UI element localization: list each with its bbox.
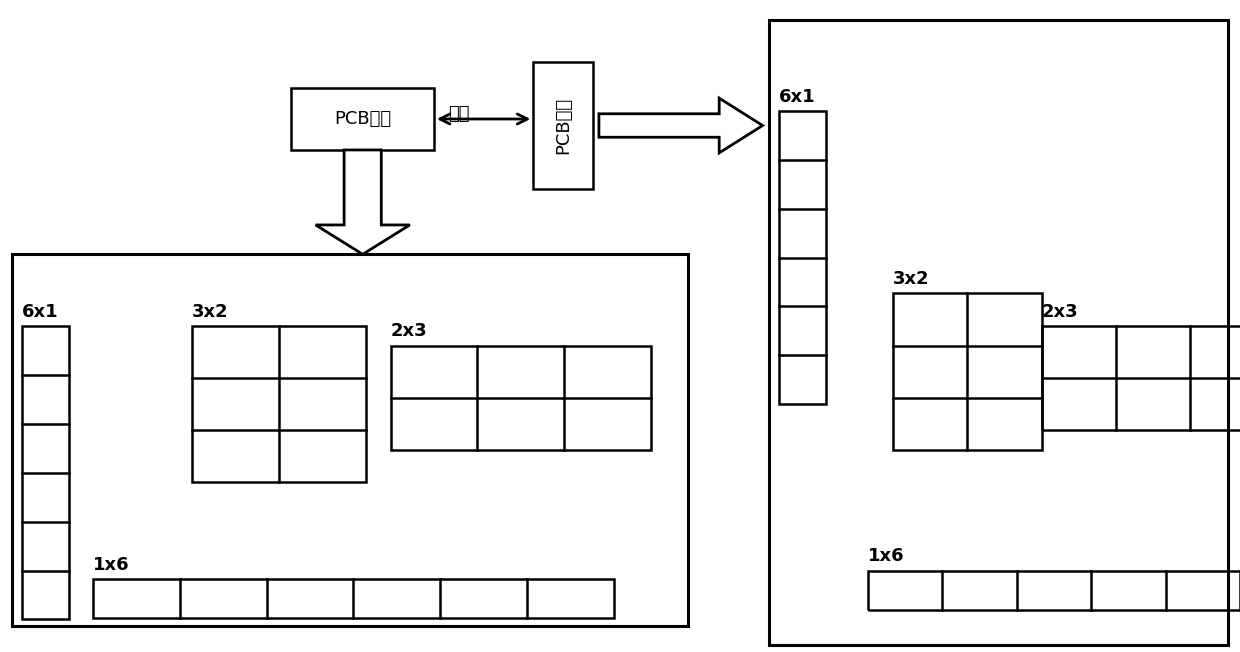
Text: 3x2: 3x2 xyxy=(893,270,930,288)
Text: 3x2: 3x2 xyxy=(192,303,229,321)
Bar xyxy=(779,111,826,404)
Polygon shape xyxy=(315,150,409,254)
FancyBboxPatch shape xyxy=(291,88,434,150)
Text: 2x3: 2x3 xyxy=(391,322,428,340)
Text: 6x1: 6x1 xyxy=(779,87,816,106)
Text: 1x6: 1x6 xyxy=(93,556,130,574)
Bar xyxy=(769,20,1228,645)
Text: PCB子板: PCB子板 xyxy=(554,97,572,154)
Text: 旋转: 旋转 xyxy=(448,105,470,123)
Bar xyxy=(893,293,1042,450)
Bar xyxy=(391,346,651,450)
Text: 2x3: 2x3 xyxy=(1042,303,1079,321)
Text: 6x1: 6x1 xyxy=(22,303,60,321)
Text: 1x6: 1x6 xyxy=(868,547,905,565)
Bar xyxy=(1042,326,1240,430)
Bar xyxy=(868,570,1240,610)
Bar xyxy=(93,579,614,618)
Bar xyxy=(12,254,688,626)
Polygon shape xyxy=(599,98,763,153)
Text: PCB子板: PCB子板 xyxy=(334,110,392,128)
FancyBboxPatch shape xyxy=(533,62,593,189)
Bar xyxy=(192,326,366,482)
Bar xyxy=(22,326,69,619)
